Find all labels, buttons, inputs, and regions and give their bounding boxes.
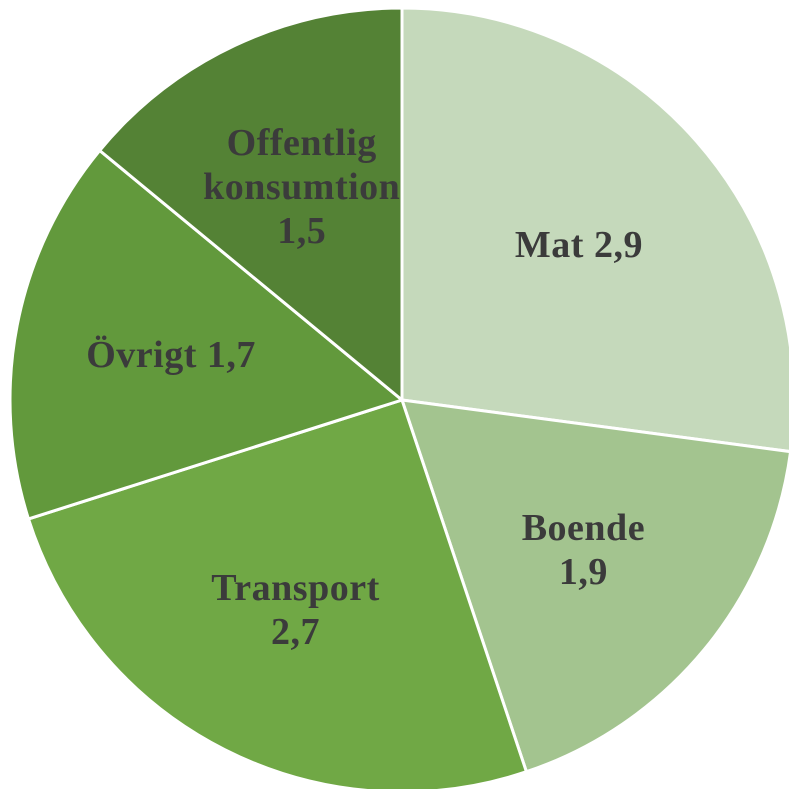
slice-label: Mat 2,9 xyxy=(515,223,643,267)
slice-label: Offentlig konsumtion 1,5 xyxy=(182,121,422,253)
value-label: 2,7 xyxy=(271,610,321,653)
category-label: Offentlig konsumtion xyxy=(203,122,401,209)
pie-slice xyxy=(97,6,404,404)
pie-slice xyxy=(399,398,789,774)
pie-slice xyxy=(8,148,406,521)
category-label: Övrigt xyxy=(86,334,197,377)
pie-slice xyxy=(400,6,789,453)
slice-label: Boende 1,9 xyxy=(522,506,645,594)
value-label: 2,9 xyxy=(593,224,643,267)
value-label: 1,7 xyxy=(206,334,256,377)
value-label: 1,9 xyxy=(558,550,608,593)
slice-label: Transport 2,7 xyxy=(211,566,379,654)
category-label: Boende xyxy=(521,506,646,549)
pie-slice xyxy=(26,398,529,789)
slice-label: Övrigt 1,7 xyxy=(86,333,256,377)
value-label: 1,5 xyxy=(277,210,327,253)
category-label: Transport xyxy=(211,566,380,609)
category-label: Mat xyxy=(514,224,584,267)
